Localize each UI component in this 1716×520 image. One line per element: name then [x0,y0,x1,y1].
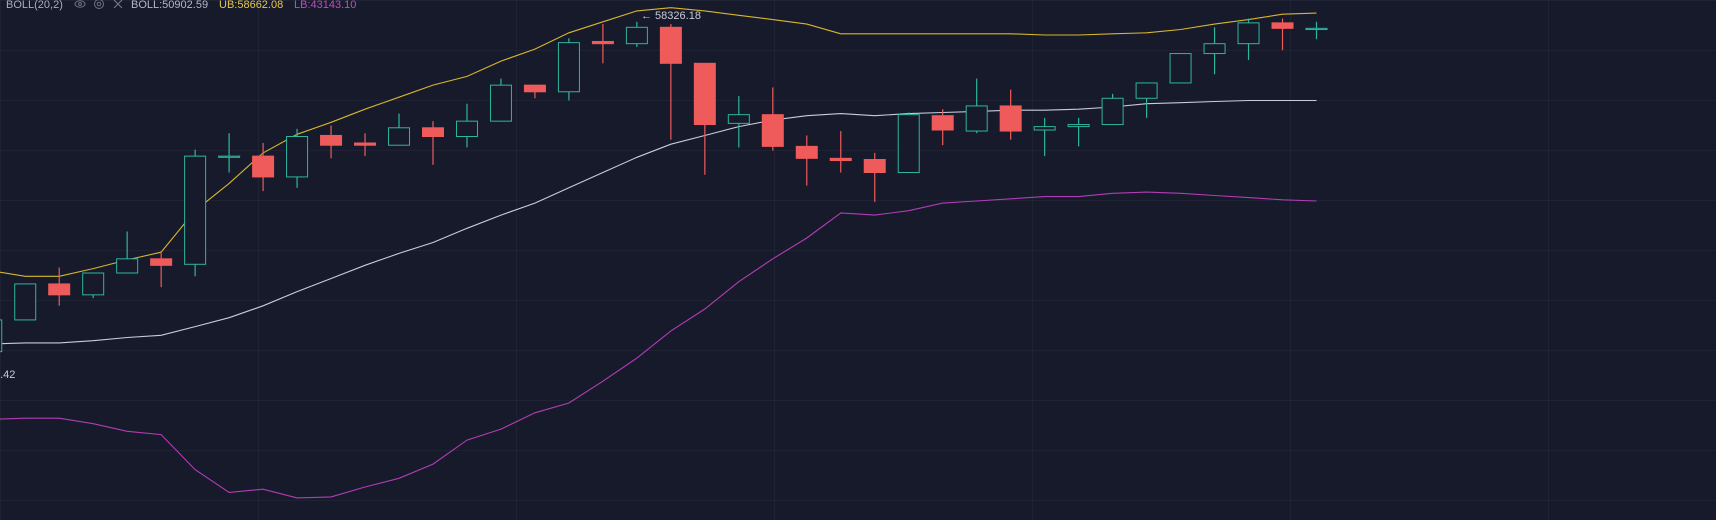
settings-icon[interactable] [94,0,104,9]
candle-body [82,272,105,296]
candle-body [489,84,512,122]
band-line [0,99,1317,345]
candle-body [252,155,275,178]
candle-body [388,127,411,146]
band-line [0,191,1317,499]
candle-body [931,115,954,131]
candle-body [14,283,37,321]
candle-body [0,319,3,353]
candle-body [727,114,750,124]
candle-body [897,114,920,174]
candle-body [659,26,682,64]
candle-body [354,142,377,146]
candle-body [761,114,784,147]
indicator-readout: BOLL:50902.59 [131,0,208,11]
candle-body [184,155,207,265]
candle-body [421,127,444,138]
candle-body [1033,126,1056,131]
candle-body [1203,43,1226,55]
close-icon[interactable] [113,0,123,9]
candle-body [1067,124,1090,128]
candle-body [218,155,241,158]
candle-body [150,258,173,266]
candle-body [116,258,139,274]
candle-body [863,159,886,174]
band-line [0,7,1317,277]
candle-body [1237,22,1260,45]
candle-body [48,283,71,296]
candle-body [965,105,988,132]
high-marker: ← 58326.18 [641,10,701,22]
candle-body [591,40,614,45]
candle-body [455,120,478,138]
eye-icon[interactable] [74,0,86,8]
candle-body [286,136,309,178]
candle-body [1101,97,1124,126]
candle-body [1169,53,1192,84]
candle-body [557,42,580,93]
indicator-name: BOLL(20,2) [6,0,63,11]
plot-area [0,7,1328,499]
candle-body [625,26,648,45]
indicator-readout: LB:43143.10 [294,0,356,11]
candle-body [1135,82,1158,99]
candle-body [693,62,716,126]
low-marker: 1.42 [0,369,15,381]
candle-body [1305,27,1328,31]
candle-body [523,84,546,93]
indicator-readout: UB:58662.08 [219,0,283,11]
candle-body [999,105,1022,132]
candle-body [795,145,818,159]
candle-body [320,134,343,146]
candle-body [1271,22,1294,29]
indicator-header: BOLL(20,2) BOLL:50902.59 UB:58662.08 LB:… [6,0,356,11]
candle-body [829,157,852,162]
